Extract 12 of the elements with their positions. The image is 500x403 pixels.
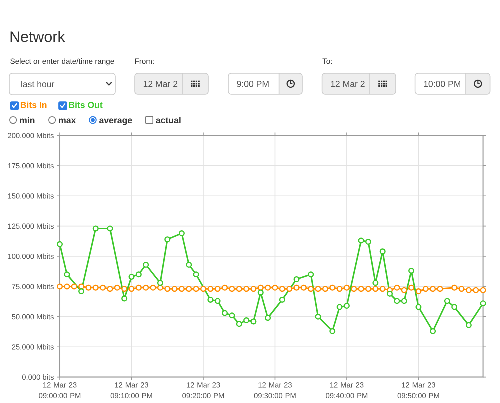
text: max (59, 118, 76, 124)
text: min (20, 117, 35, 124)
text: average (100, 118, 132, 126)
text: 12 Mar 2 (331, 81, 365, 88)
text: 12 Mar 2 (144, 81, 178, 88)
text: 9:00 PM (237, 81, 269, 88)
text: 10:00 PM (424, 81, 460, 88)
chart-title: Network (10, 31, 66, 42)
text: Bits In (20, 102, 47, 108)
text: last hour (22, 81, 55, 88)
text: Bits Out (69, 102, 103, 108)
text: actual (156, 117, 181, 124)
